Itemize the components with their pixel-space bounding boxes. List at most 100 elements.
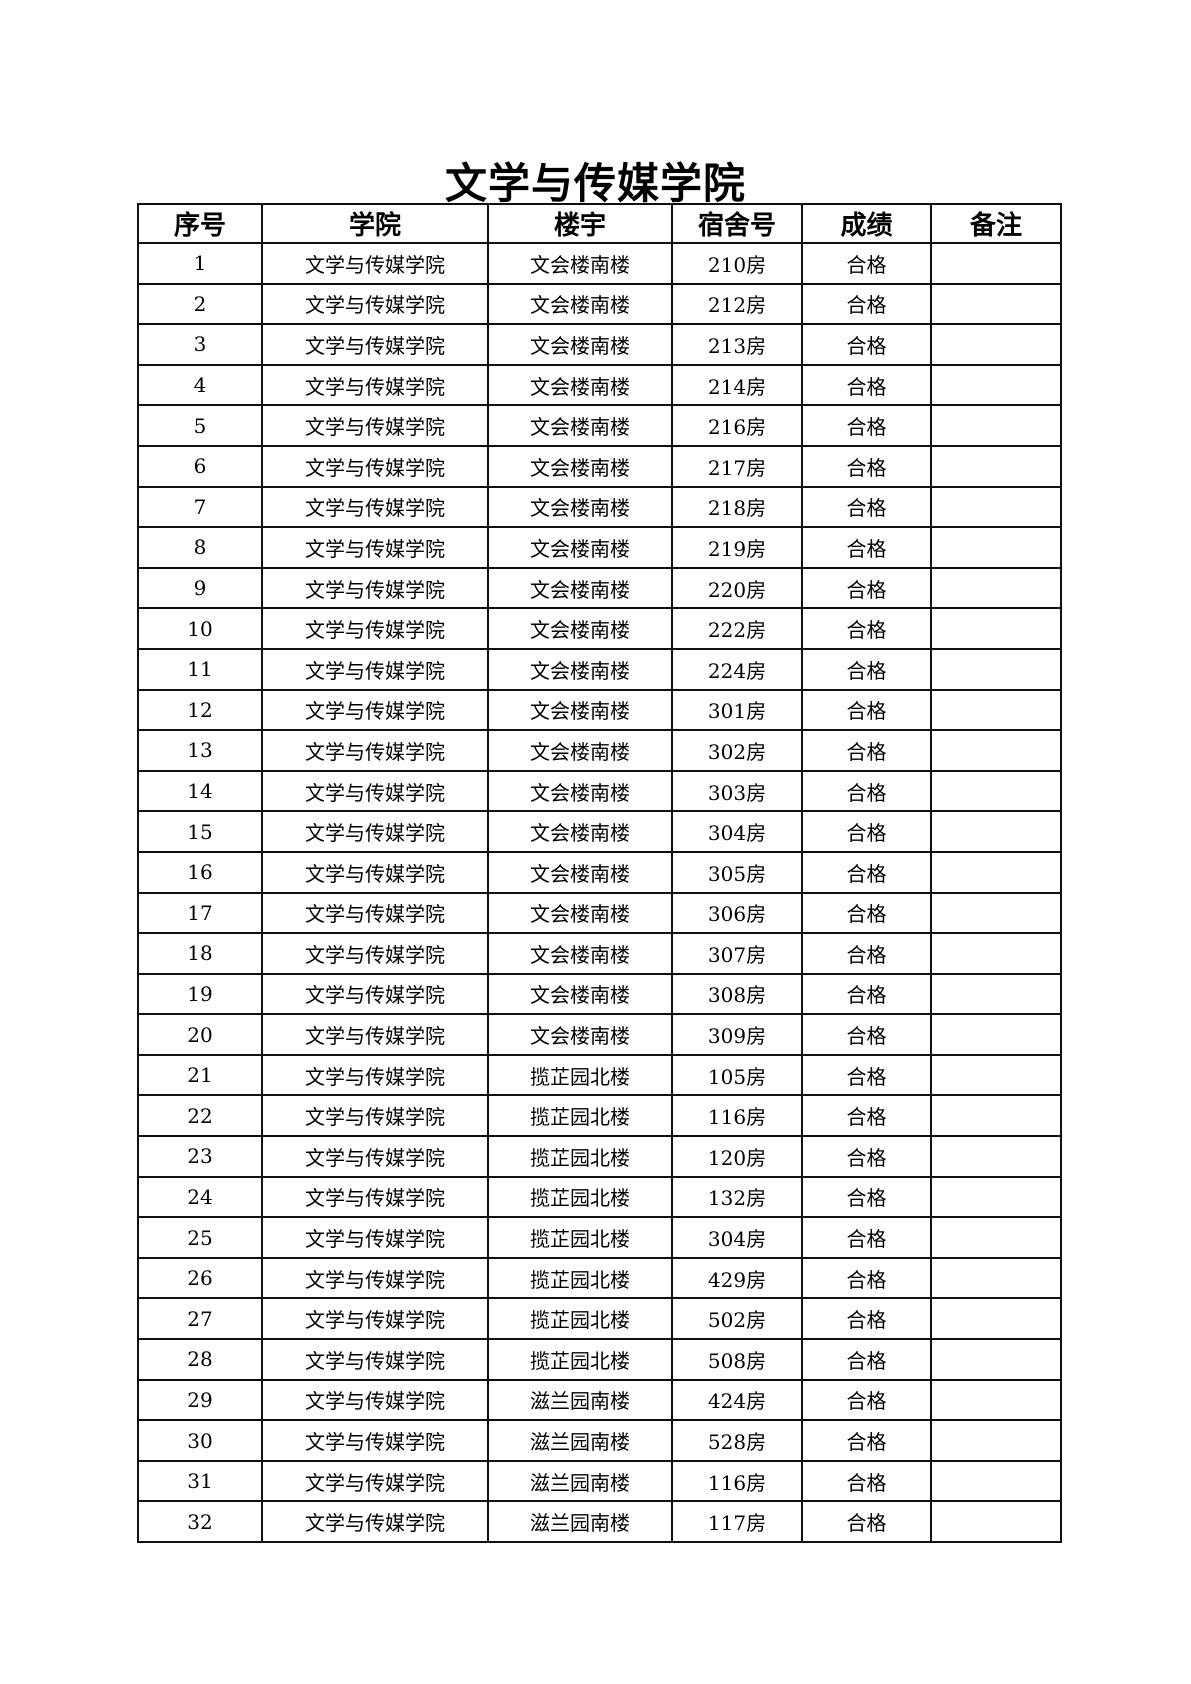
cell-index: 11 [137,647,263,691]
cell-index: 9 [137,566,263,610]
cell-result: 合格 [801,972,932,1016]
cell-room: 309房 [671,1013,803,1056]
cell-remark [930,972,1062,1016]
column-header-remark: 备注 [930,203,1062,244]
cell-result: 合格 [801,282,932,326]
table-row: 7 文学与传媒学院 文会楼南楼 218房 合格 [137,485,1062,529]
cell-room: 219房 [671,526,803,569]
cell-building: 文会楼南楼 [487,363,673,407]
cell-college: 文学与传媒学院 [261,1175,489,1219]
cell-building: 文会楼南楼 [487,647,673,691]
table-row: 27 文学与传媒学院 揽芷园北楼 502房 合格 [137,1297,1062,1341]
cell-result: 合格 [801,1135,932,1178]
cell-building: 揽芷园北楼 [487,1135,673,1178]
table-row: 5 文学与传媒学院 文会楼南楼 216房 合格 [137,404,1062,447]
table-row: 24 文学与传媒学院 揽芷园北楼 132房 合格 [137,1175,1062,1219]
cell-index: 27 [137,1297,263,1341]
table-row: 16 文学与传媒学院 文会楼南楼 305房 合格 [137,850,1062,894]
cell-room: 213房 [671,323,803,366]
cell-college: 文学与传媒学院 [261,485,489,529]
cell-result: 合格 [801,242,932,285]
cell-room: 217房 [671,444,803,488]
cell-result: 合格 [801,526,932,569]
cell-remark [930,607,1062,650]
cell-college: 文学与传媒学院 [261,1459,489,1503]
cell-building: 文会楼南楼 [487,607,673,650]
table-row: 6 文学与传媒学院 文会楼南楼 217房 合格 [137,444,1062,488]
cell-college: 文学与传媒学院 [261,729,489,772]
cell-room: 105房 [671,1053,803,1097]
cell-index: 1 [137,242,263,285]
cell-college: 文学与传媒学院 [261,566,489,610]
table-row: 28 文学与传媒学院 揽芷园北楼 508房 合格 [137,1338,1062,1381]
cell-index: 32 [137,1500,263,1543]
cell-building: 文会楼南楼 [487,282,673,326]
cell-room: 210房 [671,242,803,285]
cell-index: 26 [137,1256,263,1300]
page-title: 文学与传媒学院 [444,159,746,208]
column-header-building: 楼宇 [487,203,673,244]
cell-index: 15 [137,810,263,853]
cell-result: 合格 [801,1094,932,1138]
cell-room: 502房 [671,1297,803,1341]
cell-index: 24 [137,1175,263,1219]
cell-result: 合格 [801,1500,932,1543]
cell-index: 12 [137,688,263,732]
cell-college: 文学与传媒学院 [261,323,489,366]
cell-room: 508房 [671,1338,803,1381]
cell-room: 304房 [671,810,803,853]
cell-index: 13 [137,729,263,772]
cell-remark [930,404,1062,447]
cell-room: 528房 [671,1419,803,1462]
cell-room: 302房 [671,729,803,772]
cell-room: 216房 [671,404,803,447]
cell-college: 文学与传媒学院 [261,810,489,853]
cell-room: 222房 [671,607,803,650]
cell-building: 文会楼南楼 [487,444,673,488]
cell-remark [930,891,1062,935]
cell-index: 23 [137,1135,263,1178]
cell-room: 220房 [671,566,803,610]
cell-college: 文学与传媒学院 [261,282,489,326]
table-row: 18 文学与传媒学院 文会楼南楼 307房 合格 [137,932,1062,975]
table-row: 17 文学与传媒学院 文会楼南楼 306房 合格 [137,891,1062,935]
cell-room: 303房 [671,769,803,813]
cell-college: 文学与传媒学院 [261,444,489,488]
cell-college: 文学与传媒学院 [261,404,489,447]
cell-index: 2 [137,282,263,326]
cell-college: 文学与传媒学院 [261,850,489,894]
dormitory-table: 序号 学院 楼宇 宿舍号 成绩 备注 1 文学与传媒学院 文会楼南楼 210房 合格 2 文学与传媒学… [137,203,1062,1543]
cell-building: 滋兰园南楼 [487,1500,673,1543]
cell-index: 3 [137,323,263,366]
cell-room: 304房 [671,1216,803,1259]
column-header-result: 成绩 [801,203,932,244]
cell-remark [930,1378,1062,1422]
cell-remark [930,282,1062,326]
cell-result: 合格 [801,891,932,935]
table-header-row: 序号 学院 楼宇 宿舍号 成绩 备注 [137,203,1062,244]
cell-index: 22 [137,1094,263,1138]
cell-remark [930,1013,1062,1056]
cell-remark [930,1256,1062,1300]
cell-index: 31 [137,1459,263,1503]
cell-remark [930,769,1062,813]
cell-college: 文学与传媒学院 [261,688,489,732]
cell-building: 揽芷园北楼 [487,1216,673,1259]
table-row: 10 文学与传媒学院 文会楼南楼 222房 合格 [137,607,1062,650]
table-row: 2 文学与传媒学院 文会楼南楼 212房 合格 [137,282,1062,326]
cell-index: 16 [137,850,263,894]
cell-college: 文学与传媒学院 [261,363,489,407]
cell-college: 文学与传媒学院 [261,1338,489,1381]
cell-index: 18 [137,932,263,975]
cell-index: 30 [137,1419,263,1462]
cell-result: 合格 [801,566,932,610]
column-header-room: 宿舍号 [671,203,803,244]
table-row: 20 文学与传媒学院 文会楼南楼 309房 合格 [137,1013,1062,1056]
cell-result: 合格 [801,404,932,447]
cell-index: 14 [137,769,263,813]
cell-remark [930,810,1062,853]
cell-building: 揽芷园北楼 [487,1094,673,1138]
cell-result: 合格 [801,1419,932,1462]
cell-room: 132房 [671,1175,803,1219]
cell-remark [930,444,1062,488]
